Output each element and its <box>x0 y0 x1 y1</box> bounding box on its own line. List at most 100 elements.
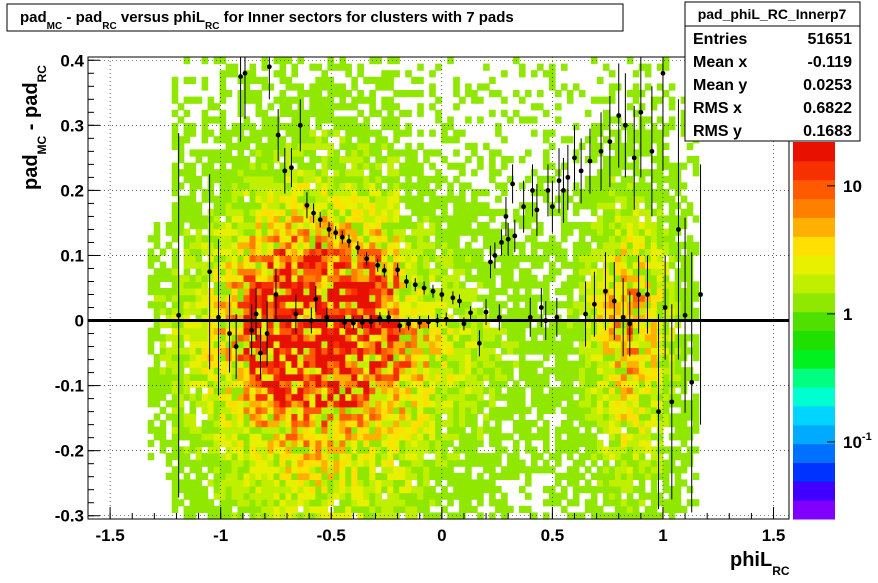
heatmap-cell <box>657 83 664 90</box>
heatmap-cell <box>327 347 334 354</box>
heatmap-cell <box>555 328 562 335</box>
heatmap-cell <box>681 295 688 302</box>
heatmap-cell <box>399 110 406 117</box>
heatmap-cell <box>351 196 358 203</box>
heatmap-cell <box>208 275 215 282</box>
heatmap-cell <box>519 361 526 368</box>
heatmap-cell <box>447 493 454 500</box>
heatmap-cell <box>435 433 442 440</box>
heatmap-cell <box>369 281 376 288</box>
profile-point <box>216 315 221 320</box>
heatmap-cell <box>627 143 634 150</box>
heatmap-cell <box>291 242 298 249</box>
heatmap-cell <box>172 275 179 282</box>
heatmap-cell <box>268 400 275 407</box>
heatmap-cell <box>435 116 442 123</box>
heatmap-cell <box>633 466 640 473</box>
heatmap-cell <box>184 235 191 242</box>
heatmap-cell <box>256 361 263 368</box>
heatmap-cell <box>286 486 293 493</box>
heatmap-cell <box>291 83 298 90</box>
profile-point <box>457 299 462 304</box>
heatmap-cell <box>291 394 298 401</box>
heatmap-cell <box>519 486 526 493</box>
heatmap-cell <box>585 189 592 196</box>
heatmap-cell <box>339 255 346 262</box>
heatmap-cell <box>196 262 203 269</box>
heatmap-cell <box>453 90 460 97</box>
heatmap-cell <box>429 301 436 308</box>
heatmap-cell <box>633 334 640 341</box>
heatmap-cell <box>375 235 382 242</box>
heatmap-cell <box>519 328 526 335</box>
heatmap-cell <box>603 97 610 104</box>
heatmap-cell <box>525 235 532 242</box>
heatmap-cell <box>250 354 257 361</box>
heatmap-cell <box>190 361 197 368</box>
heatmap-cell <box>393 367 400 374</box>
heatmap-cell <box>375 295 382 302</box>
heatmap-cell <box>214 136 221 143</box>
heatmap-cell <box>256 473 263 480</box>
heatmap-cell <box>657 222 664 229</box>
heatmap-cell <box>309 361 316 368</box>
heatmap-cell <box>537 222 544 229</box>
heatmap-cell <box>633 215 640 222</box>
heatmap-cell <box>286 295 293 302</box>
heatmap-cell <box>525 222 532 229</box>
heatmap-cell <box>375 321 382 328</box>
heatmap-cell <box>393 334 400 341</box>
heatmap-cell <box>256 182 263 189</box>
heatmap-cell <box>387 83 394 90</box>
heatmap-cell <box>297 394 304 401</box>
heatmap-cell <box>555 169 562 176</box>
heatmap-cell <box>537 427 544 434</box>
heatmap-cell <box>202 215 209 222</box>
heatmap-cell <box>309 427 316 434</box>
heatmap-cell <box>250 394 257 401</box>
heatmap-cell <box>447 387 454 394</box>
heatmap-cell <box>291 281 298 288</box>
heatmap-cell <box>303 149 310 156</box>
heatmap-cell <box>381 215 388 222</box>
heatmap-cell <box>226 394 233 401</box>
heatmap-cell <box>561 347 568 354</box>
heatmap-cell <box>262 262 269 269</box>
heatmap-cell <box>507 367 514 374</box>
heatmap-cell <box>333 103 340 110</box>
heatmap-cell <box>411 255 418 262</box>
heatmap-cell <box>321 380 328 387</box>
heatmap-cell <box>615 453 622 460</box>
heatmap-cell <box>615 288 622 295</box>
heatmap-cell <box>297 479 304 486</box>
heatmap-cell <box>639 400 646 407</box>
heatmap-cell <box>232 143 239 150</box>
heatmap-cell <box>190 433 197 440</box>
heatmap-cell <box>268 380 275 387</box>
heatmap-cell <box>268 275 275 282</box>
heatmap-cell <box>621 189 628 196</box>
heatmap-cell <box>381 380 388 387</box>
heatmap-cell <box>226 486 233 493</box>
heatmap-cell <box>519 308 526 315</box>
heatmap-cell <box>531 466 538 473</box>
heatmap-cell <box>184 196 191 203</box>
heatmap-cell <box>615 433 622 440</box>
heatmap-cell <box>585 407 592 414</box>
heatmap-cell <box>639 387 646 394</box>
heatmap-cell <box>226 90 233 97</box>
heatmap-cell <box>651 367 658 374</box>
heatmap-cell <box>483 281 490 288</box>
heatmap-cell <box>597 420 604 427</box>
heatmap-cell <box>393 90 400 97</box>
heatmap-cell <box>387 440 394 447</box>
heatmap-cell <box>339 222 346 229</box>
heatmap-cell <box>489 229 496 236</box>
heatmap-cell <box>190 242 197 249</box>
heatmap-cell <box>333 446 340 453</box>
heatmap-cell <box>657 328 664 335</box>
heatmap-cell <box>537 394 544 401</box>
heatmap-cell <box>256 440 263 447</box>
heatmap-cell <box>405 110 412 117</box>
heatmap-cell <box>256 268 263 275</box>
